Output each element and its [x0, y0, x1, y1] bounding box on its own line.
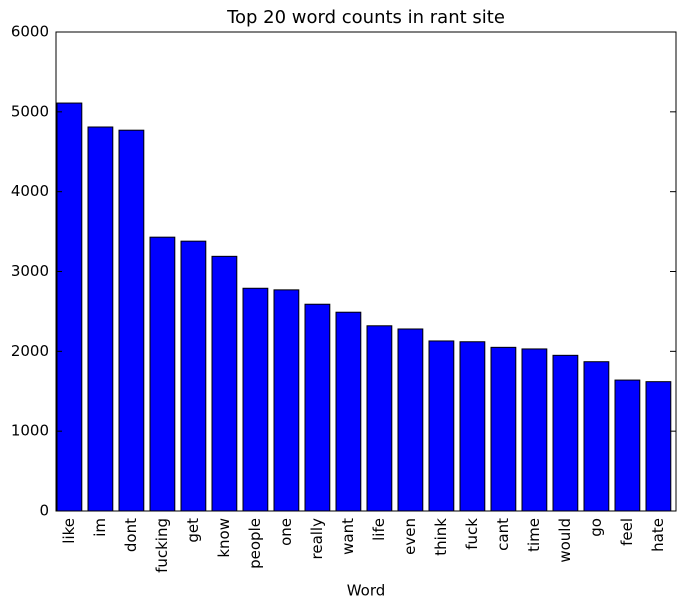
bar — [521, 348, 548, 512]
bar — [459, 341, 486, 512]
x-tick-label: dont — [122, 518, 140, 552]
x-tick-label: people — [246, 518, 264, 569]
bar — [335, 311, 362, 512]
bar — [583, 361, 610, 512]
bar — [304, 303, 331, 512]
x-tick-label: really — [308, 518, 326, 560]
x-tick-label: know — [215, 518, 233, 558]
y-tick-label: 3000 — [11, 262, 49, 280]
x-tick-label: hate — [649, 518, 667, 552]
bar — [118, 129, 145, 512]
x-axis-label: Word — [347, 582, 386, 600]
bar — [397, 328, 424, 512]
bar — [366, 325, 393, 512]
bar — [211, 255, 238, 512]
bar — [428, 340, 455, 512]
x-tick-label: would — [556, 518, 574, 563]
x-tick-label: one — [277, 518, 295, 546]
bar — [614, 379, 641, 512]
x-tick-label: fucking — [153, 518, 171, 573]
x-tick-label: think — [432, 518, 450, 556]
x-tick-label: get — [184, 518, 202, 543]
bar — [242, 287, 269, 512]
y-tick-label: 6000 — [11, 23, 49, 41]
x-tick-label: fuck — [463, 518, 481, 550]
bar — [87, 126, 114, 512]
bar — [645, 381, 672, 512]
bar — [180, 240, 207, 512]
y-tick-label: 0 — [39, 502, 49, 520]
y-tick-label: 2000 — [11, 342, 49, 360]
x-tick-label: even — [401, 518, 419, 555]
x-tick-label: cant — [494, 518, 512, 551]
bar — [149, 236, 176, 512]
x-tick-label: want — [339, 518, 357, 555]
x-tick-label: time — [525, 518, 543, 552]
y-tick-label: 5000 — [11, 102, 49, 120]
x-tick-label: life — [370, 518, 388, 541]
y-tick-label: 4000 — [11, 182, 49, 200]
bar — [273, 289, 300, 512]
x-tick-label: like — [60, 518, 78, 544]
chart-title: Top 20 word counts in rant site — [226, 7, 505, 28]
bar — [490, 346, 517, 512]
bar — [56, 102, 83, 512]
x-tick-label: feel — [618, 518, 636, 546]
y-tick-label: 1000 — [11, 422, 49, 440]
plot-frame — [55, 31, 677, 512]
x-tick-label: go — [587, 518, 605, 537]
x-tick-label: im — [91, 518, 109, 537]
bar — [552, 354, 579, 512]
